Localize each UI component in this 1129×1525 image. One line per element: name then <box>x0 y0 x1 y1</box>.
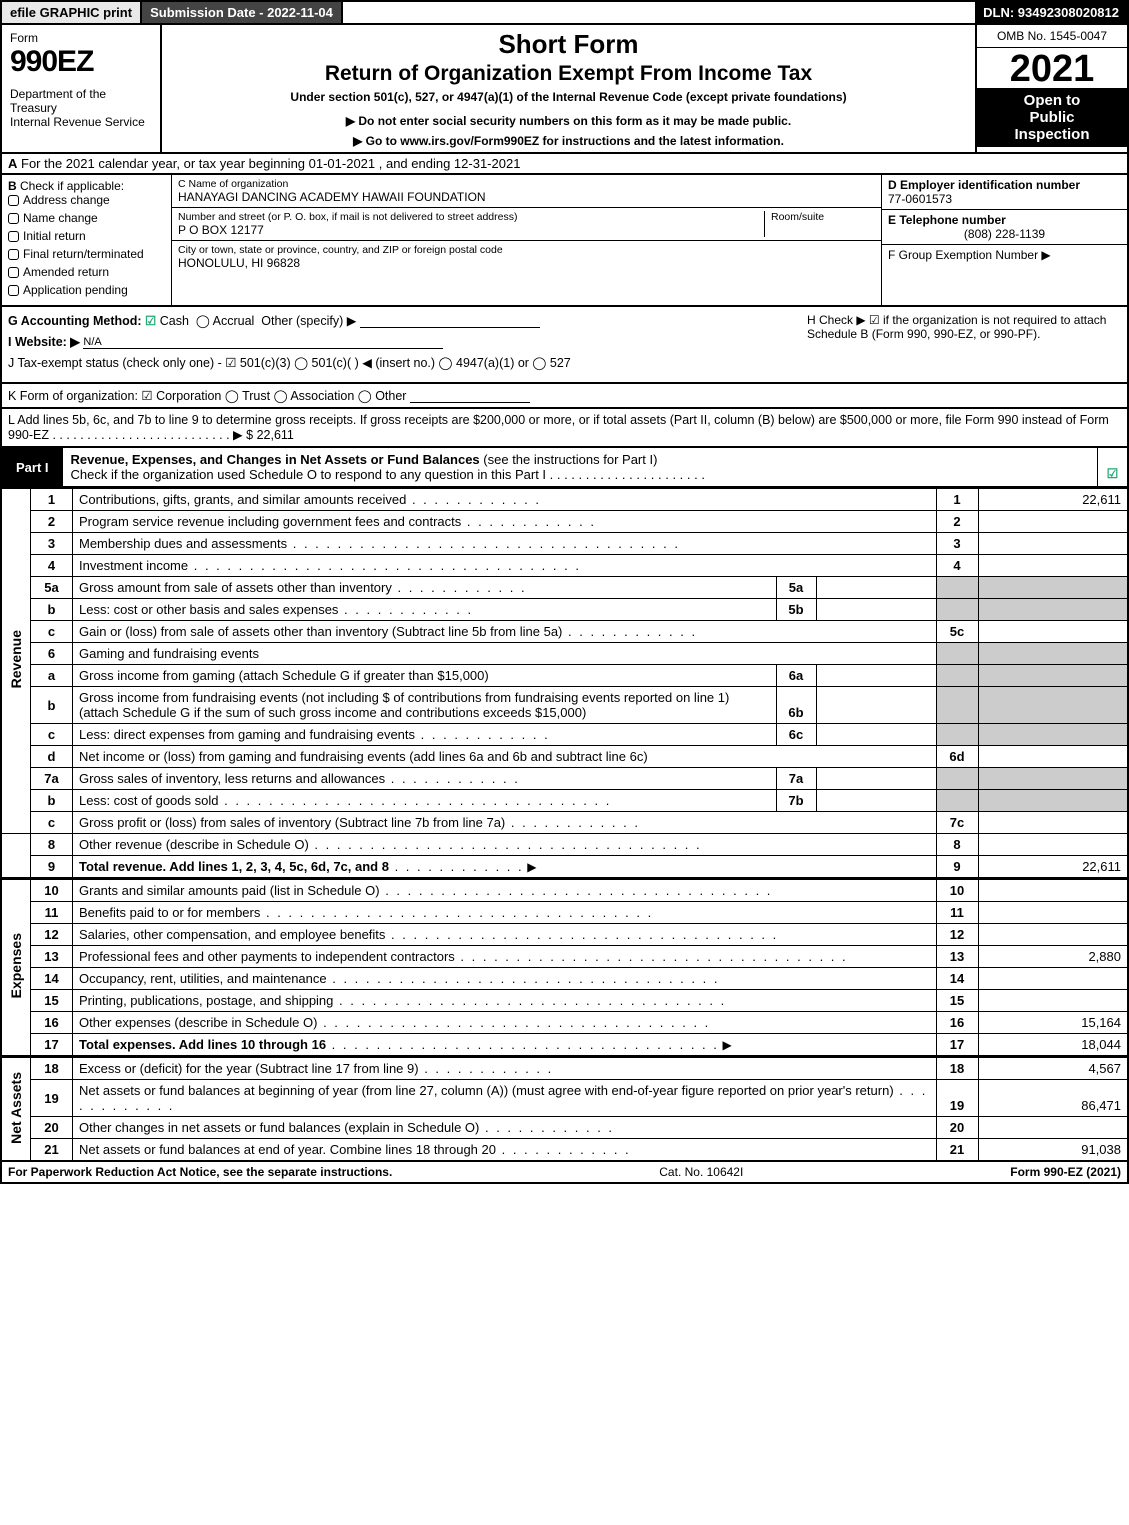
org-name-label: C Name of organization <box>178 178 875 190</box>
amt-13: 2,880 <box>978 946 1128 968</box>
form-number: 990EZ <box>10 45 152 79</box>
section-a-text: For the 2021 calendar year, or tax year … <box>21 156 520 171</box>
header-left: Form 990EZ Department of the Treasury In… <box>2 25 162 152</box>
street: P O BOX 12177 <box>178 223 758 237</box>
street-label: Number and street (or P. O. box, if mail… <box>178 211 758 223</box>
ein-label: D Employer identification number <box>888 178 1121 192</box>
amt-19: 86,471 <box>978 1080 1128 1117</box>
footer-center: Cat. No. 10642I <box>392 1165 1010 1179</box>
revenue-table: Revenue 1 Contributions, gifts, grants, … <box>0 488 1129 879</box>
section-h: H Check ▶ ☑ if the organization is not r… <box>807 313 1117 341</box>
amt-17: 18,044 <box>978 1034 1128 1057</box>
open-inspection: Open to Public Inspection <box>977 88 1127 147</box>
page-footer: For Paperwork Reduction Act Notice, see … <box>0 1162 1129 1184</box>
section-k: K Form of organization: ☑ Corporation ◯ … <box>0 384 1129 409</box>
ein: 77-0601573 <box>888 192 1121 206</box>
line-l-amount: 22,611 <box>257 428 294 442</box>
header-center: Short Form Return of Organization Exempt… <box>162 25 977 152</box>
amt-16: 15,164 <box>978 1012 1128 1034</box>
section-ghij: H Check ▶ ☑ if the organization is not r… <box>0 307 1129 384</box>
section-l: L Add lines 5b, 6c, and 7b to line 9 to … <box>0 409 1129 448</box>
group-exemption-label: F Group Exemption Number ▶ <box>888 248 1121 262</box>
chk-address-change[interactable]: Address change <box>8 193 165 207</box>
title-short-form: Short Form <box>174 29 963 60</box>
subtitle: Under section 501(c), 527, or 4947(a)(1)… <box>174 90 963 104</box>
section-b: B Check if applicable: Address change Na… <box>2 175 172 305</box>
part1-checkbox[interactable]: ☑ <box>1097 448 1127 486</box>
topbar: efile GRAPHIC print Submission Date - 20… <box>0 0 1129 25</box>
amt-9: 22,611 <box>978 856 1128 879</box>
form-label: Form <box>10 31 152 45</box>
footer-right: Form 990-EZ (2021) <box>1010 1165 1121 1179</box>
section-a: A For the 2021 calendar year, or tax yea… <box>0 154 1129 175</box>
section-j: J Tax-exempt status (check only one) - ☑… <box>8 355 1121 370</box>
dept-treasury: Department of the Treasury <box>10 87 152 115</box>
irs: Internal Revenue Service <box>10 115 152 129</box>
form-header: Form 990EZ Department of the Treasury In… <box>0 25 1129 154</box>
section-a-prefix: A <box>8 156 17 171</box>
room-label: Room/suite <box>771 211 875 223</box>
city: HONOLULU, HI 96828 <box>178 256 875 270</box>
netassets-table: Net Assets 18 Excess or (deficit) for th… <box>0 1057 1129 1162</box>
part1-header: Part I Revenue, Expenses, and Changes in… <box>0 448 1129 488</box>
dln: DLN: 93492308020812 <box>975 2 1127 23</box>
amt-1: 22,611 <box>978 489 1128 511</box>
part1-desc: Revenue, Expenses, and Changes in Net As… <box>63 448 1097 486</box>
header-right: OMB No. 1545-0047 2021 Open to Public In… <box>977 25 1127 152</box>
goto-link[interactable]: ▶ Go to www.irs.gov/Form990EZ for instru… <box>174 134 963 148</box>
info-grid: B Check if applicable: Address change Na… <box>0 175 1129 307</box>
submission-date: Submission Date - 2022-11-04 <box>142 2 343 23</box>
expenses-vlabel: Expenses <box>8 933 24 998</box>
expenses-table: Expenses 10 Grants and similar amounts p… <box>0 879 1129 1057</box>
chk-final-return[interactable]: Final return/terminated <box>8 247 165 261</box>
part1-tab: Part I <box>2 448 63 486</box>
chk-initial-return[interactable]: Initial return <box>8 229 165 243</box>
amt-21: 91,038 <box>978 1139 1128 1162</box>
phone: (808) 228-1139 <box>888 227 1121 241</box>
section-c: C Name of organization HANAYAGI DANCING … <box>172 175 882 305</box>
title-return: Return of Organization Exempt From Incom… <box>174 62 963 86</box>
footer-left: For Paperwork Reduction Act Notice, see … <box>8 1165 392 1179</box>
city-label: City or town, state or province, country… <box>178 244 875 256</box>
tax-year: 2021 <box>977 48 1127 88</box>
netassets-vlabel: Net Assets <box>8 1072 24 1144</box>
omb-number: OMB No. 1545-0047 <box>977 25 1127 48</box>
amt-18: 4,567 <box>978 1058 1128 1080</box>
section-def: D Employer identification number 77-0601… <box>882 175 1127 305</box>
phone-label: E Telephone number <box>888 213 1121 227</box>
chk-name-change[interactable]: Name change <box>8 211 165 225</box>
ssn-warning: ▶ Do not enter social security numbers o… <box>174 114 963 128</box>
efile-label: efile GRAPHIC print <box>2 2 142 23</box>
chk-amended-return[interactable]: Amended return <box>8 265 165 279</box>
chk-application-pending[interactable]: Application pending <box>8 283 165 297</box>
org-name: HANAYAGI DANCING ACADEMY HAWAII FOUNDATI… <box>178 190 875 204</box>
revenue-vlabel: Revenue <box>8 630 24 688</box>
